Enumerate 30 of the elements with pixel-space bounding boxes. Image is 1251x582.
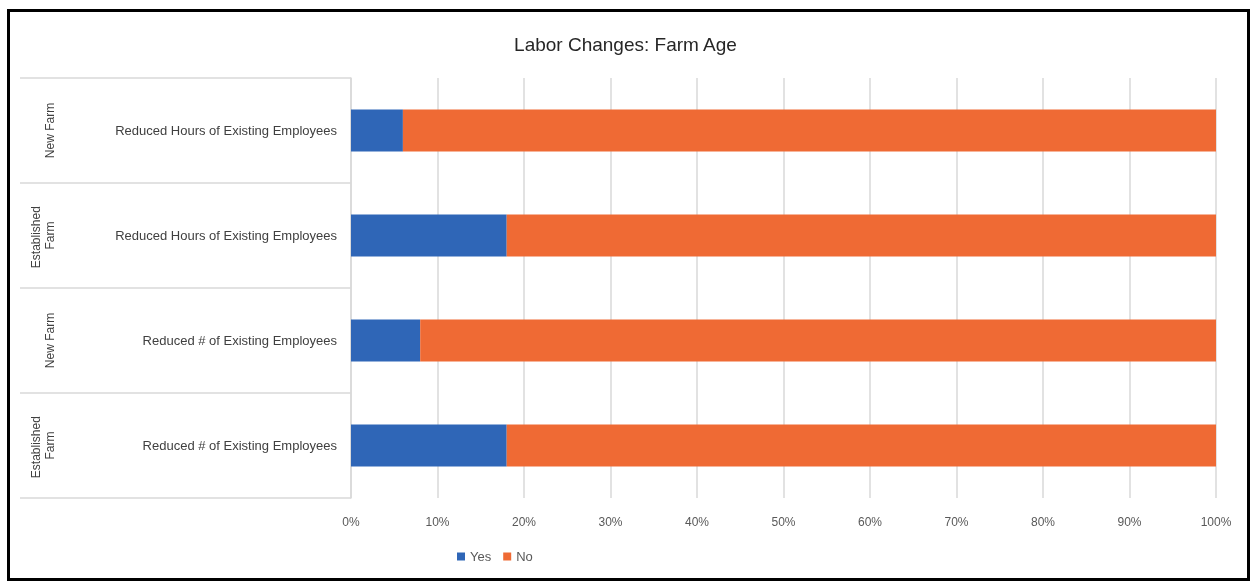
y-tick-label: Reduced Hours of Existing Employees [115,228,338,243]
x-tick-label: 60% [857,515,883,529]
bar [351,214,507,257]
bar [351,319,421,362]
x-tick-label: 70% [944,515,969,529]
bar [420,319,1216,362]
text: New Farm [43,102,57,159]
bar [506,424,1216,467]
bar [506,214,1216,257]
x-tick-label: 20% [511,515,537,529]
chart-title: Labor Changes: Farm Age [514,34,737,55]
x-tick-label: 0% [342,515,360,529]
x-tick-label: 80% [1030,515,1056,529]
text: Established Farm [29,412,57,479]
x-tick-label: 10% [425,515,450,529]
x-tick-label: 30% [598,515,623,529]
x-tick-label: 100% [1200,515,1232,529]
bar [351,109,403,152]
y-tick-label: Reduced # of Existing Employees [142,438,338,453]
x-tick-label: 50% [771,515,796,529]
bar [351,424,507,467]
legend-label: No [516,549,533,564]
y-tick-label: Reduced Hours of Existing Employees [115,123,338,138]
text: New Farm [43,312,57,369]
text: Established Farm [29,202,57,269]
x-tick-label: 40% [684,515,710,529]
bar [402,109,1216,152]
legend-label: Yes [470,549,492,564]
x-tick-label: 90% [1117,515,1142,529]
y-tick-label: Reduced # of Existing Employees [142,333,338,348]
